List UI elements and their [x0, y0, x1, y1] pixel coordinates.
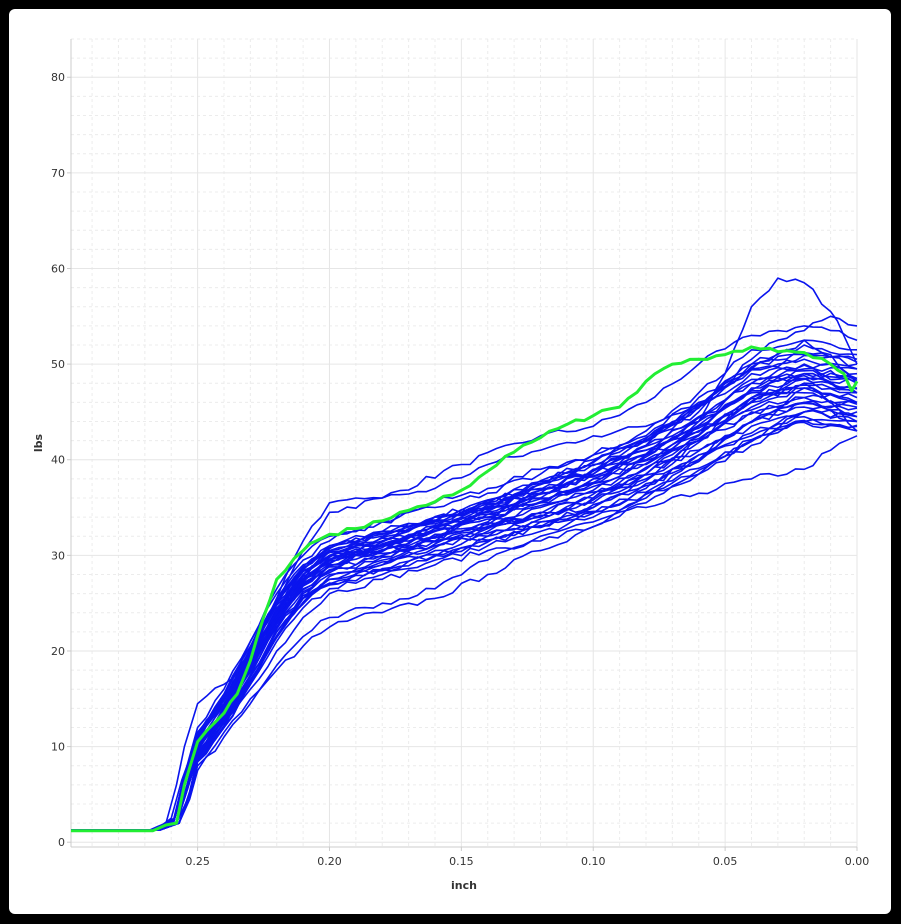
axes: inch lbs 0 10 20 30 40 50 60 70 80 0.25 0.20 0.15 0.… [32, 39, 869, 892]
x-axis-title: inch [451, 879, 477, 892]
y-axis-title: lbs [32, 433, 45, 452]
y-tick-label: 50 [51, 358, 65, 371]
series-lines [71, 277, 858, 831]
y-tick-label: 30 [51, 549, 65, 562]
line-chart: inch lbs 0 10 20 30 40 50 60 70 80 0.25 0.20 0.15 0.… [32, 38, 869, 892]
x-tick-label: 0.15 [449, 855, 474, 868]
highlight-line [71, 345, 859, 833]
series-line-3 [71, 325, 858, 831]
x-tick-label: 0.25 [185, 855, 210, 868]
y-tick-label: 40 [51, 454, 65, 467]
y-tick-label: 20 [51, 645, 65, 658]
series-line-34 [71, 354, 858, 831]
series-line-35 [71, 408, 858, 831]
y-tick-label: 80 [51, 71, 65, 84]
highlight-line-group [71, 345, 859, 833]
x-tick-label: 0.00 [845, 855, 870, 868]
grid [71, 38, 858, 847]
series-line-29 [71, 377, 858, 831]
y-tick-label: 70 [51, 167, 65, 180]
x-tick-label: 0.20 [317, 855, 342, 868]
chart-panel: inch lbs 0 10 20 30 40 50 60 70 80 0.25 0.20 0.15 0.… [9, 9, 891, 914]
x-tick-label: 0.05 [713, 855, 738, 868]
y-tick-label: 10 [51, 741, 65, 754]
y-tick-label: 0 [58, 836, 65, 849]
y-tick-label: 60 [51, 262, 65, 275]
series-line-38 [71, 396, 858, 831]
series-line-37 [71, 344, 858, 831]
series-line-39 [71, 374, 858, 831]
series-line-20 [71, 418, 858, 831]
series-line-30 [71, 419, 858, 831]
x-tick-label: 0.10 [581, 855, 606, 868]
series-line-24 [71, 339, 858, 831]
series-line-40 [71, 421, 858, 831]
